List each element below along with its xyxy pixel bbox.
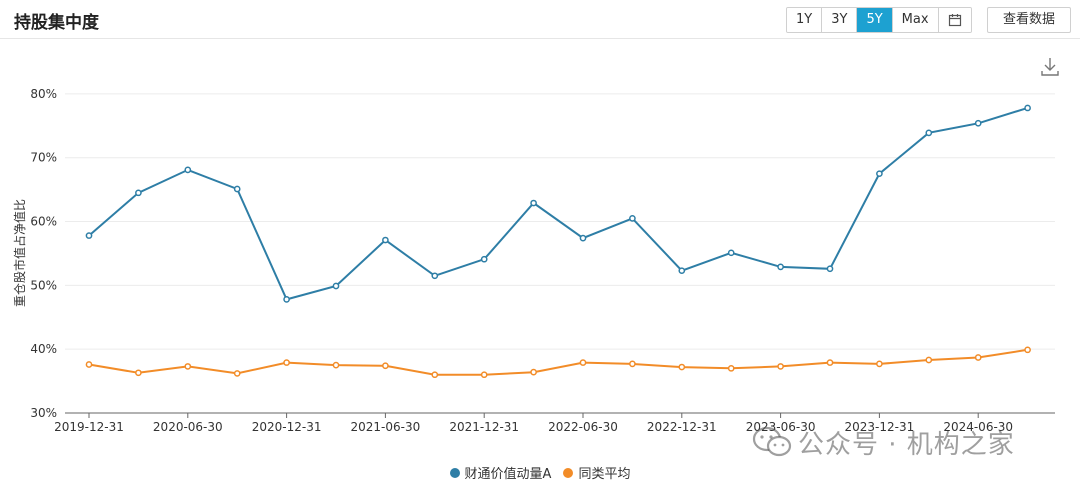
legend-item-peer-average[interactable]: 同类平均 (563, 463, 630, 482)
x-tick-label: 2024-06-30 (943, 420, 1013, 434)
y-tick-label: 30% (30, 406, 57, 420)
data-point[interactable] (826, 359, 834, 366)
chart-header: 持股集中度 1Y 3Y 5Y Max 查看数据 (0, 0, 1080, 39)
x-tick-label: 2020-06-30 (153, 420, 223, 434)
data-point[interactable] (85, 361, 93, 368)
legend-label: 同类平均 (578, 467, 631, 482)
x-tick-label: 2021-06-30 (351, 420, 421, 434)
download-icon[interactable] (1040, 56, 1060, 78)
chart-legend: 财通价值动量A 同类平均 (0, 463, 1080, 482)
calendar-icon (948, 14, 961, 27)
data-point[interactable] (1024, 346, 1031, 354)
x-tick-label: 2022-06-30 (548, 420, 618, 434)
data-point[interactable] (974, 119, 982, 127)
data-point[interactable] (530, 368, 537, 376)
wechat-logo-icon (752, 426, 792, 457)
x-tick-label: 2022-12-31 (647, 420, 717, 434)
view-data-button[interactable]: 查看数据 (987, 7, 1071, 33)
series-line-1 (88, 348, 1028, 376)
data-point[interactable] (135, 369, 142, 377)
y-axis-label: 重仓股市值占净值比 (12, 199, 27, 307)
data-point[interactable] (431, 371, 439, 379)
legend-marker (449, 467, 460, 478)
data-point[interactable] (678, 363, 686, 371)
data-point[interactable] (480, 255, 488, 263)
data-point[interactable] (233, 185, 241, 193)
data-point[interactable] (826, 265, 834, 273)
line-chart: 30% 40% 50% 60% 70% 80% 2019-12-31 2020-06-30 20… (12, 87, 1055, 434)
data-point[interactable] (283, 296, 290, 303)
data-point[interactable] (382, 362, 389, 370)
y-tick-label: 40% (30, 342, 57, 356)
data-point[interactable] (876, 170, 883, 178)
data-point[interactable] (1024, 104, 1031, 112)
y-tick-label: 50% (30, 278, 57, 292)
data-point[interactable] (135, 189, 142, 197)
data-point[interactable] (777, 363, 784, 370)
watermark-text: 公众号 · 机构之家 (798, 429, 1015, 460)
page-title: 持股集中度 (14, 13, 99, 33)
data-point[interactable] (925, 356, 933, 364)
data-point[interactable] (184, 166, 192, 174)
data-point[interactable] (579, 359, 587, 366)
range-3y-button[interactable]: 3Y (822, 8, 858, 32)
x-tick-label: 2020-12-31 (252, 420, 322, 434)
legend-item-fund[interactable]: 财通价值动量A (449, 463, 552, 482)
data-point[interactable] (727, 249, 735, 257)
data-point[interactable] (85, 232, 93, 239)
data-point[interactable] (629, 215, 636, 222)
data-point[interactable] (480, 371, 488, 379)
data-point[interactable] (431, 272, 439, 280)
x-tick-label: 2019-12-31 (54, 420, 124, 434)
data-point[interactable] (727, 364, 735, 372)
time-range-selector: 1Y 3Y 5Y Max (786, 7, 972, 33)
data-point[interactable] (382, 236, 389, 244)
range-1y-button[interactable]: 1Y (787, 8, 823, 32)
data-point[interactable] (876, 360, 883, 368)
y-tick-label: 80% (30, 87, 57, 101)
data-point[interactable] (332, 282, 340, 290)
data-point[interactable] (530, 199, 537, 207)
legend-label: 财通价值动量A (464, 467, 552, 482)
legend-marker (563, 467, 574, 478)
data-point[interactable] (777, 263, 784, 271)
data-point[interactable] (678, 267, 686, 275)
x-tick-label: 2021-12-31 (449, 420, 519, 434)
series-line-0 (88, 106, 1028, 301)
data-point[interactable] (184, 363, 192, 370)
data-point[interactable] (629, 360, 636, 368)
data-point[interactable] (283, 359, 290, 366)
x-tick-label: 2023-12-31 (845, 420, 915, 434)
data-point[interactable] (233, 370, 241, 377)
data-point[interactable] (332, 361, 340, 369)
y-tick-label: 60% (30, 215, 57, 229)
y-tick-label: 70% (30, 151, 57, 165)
calendar-button[interactable] (938, 8, 971, 32)
range-max-button[interactable]: Max (892, 8, 939, 32)
data-point[interactable] (925, 129, 933, 137)
data-point[interactable] (579, 234, 587, 242)
range-5y-button[interactable]: 5Y (857, 8, 893, 32)
data-point[interactable] (974, 354, 982, 361)
x-tick-label: 2023-06-30 (746, 420, 816, 434)
watermark: 公众号 · 机构之家 (752, 424, 1015, 460)
